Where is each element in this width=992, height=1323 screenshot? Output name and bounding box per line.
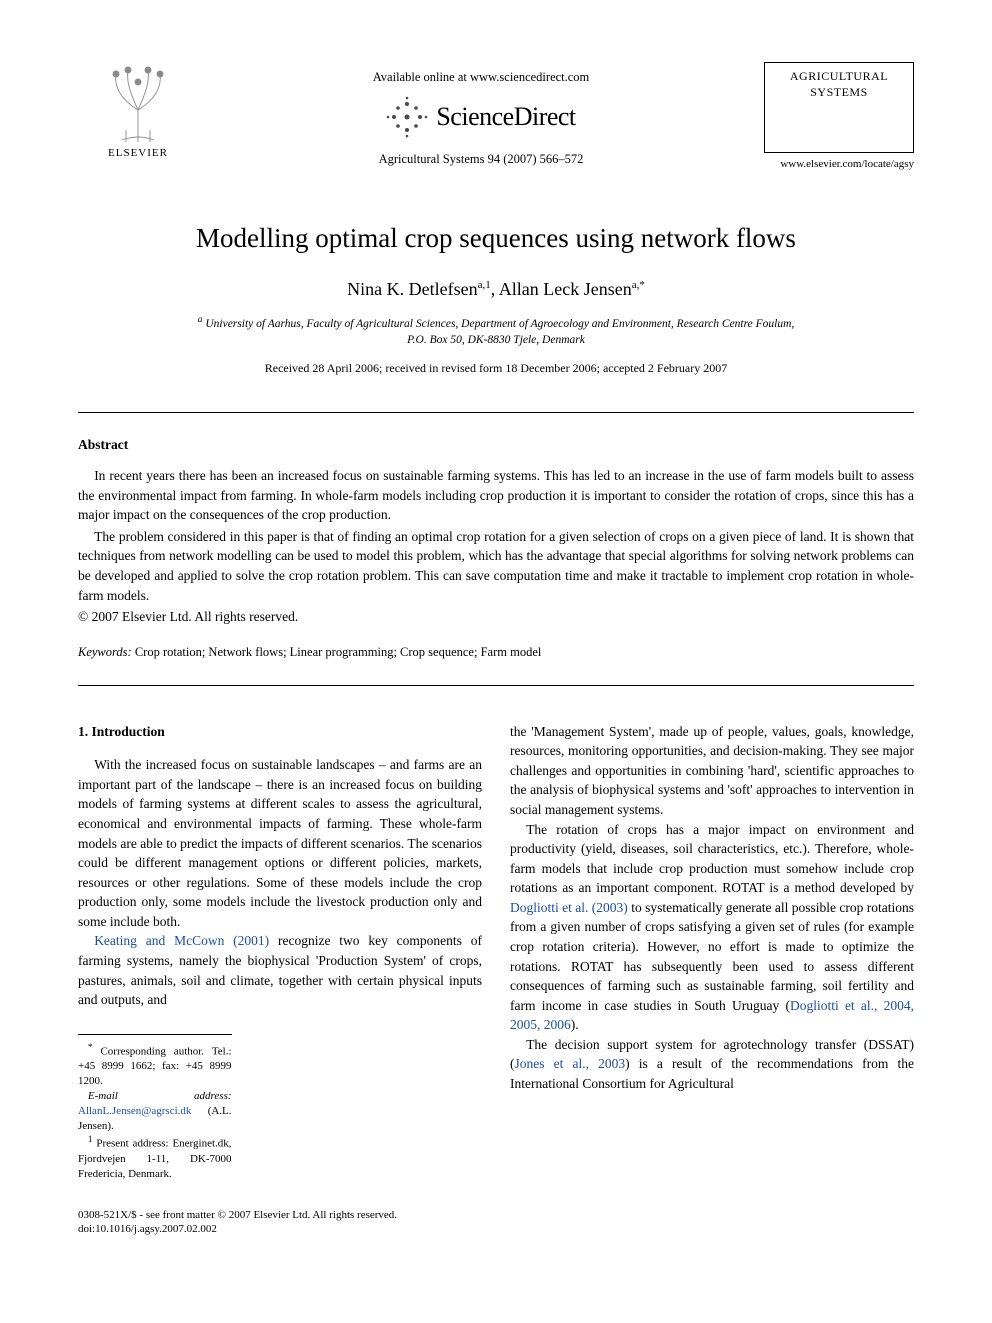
- footnote-present-address: 1 Present address: Energinet.dk, Fjordve…: [78, 1133, 232, 1181]
- journal-reference: Agricultural Systems 94 (2007) 566–572: [198, 150, 764, 168]
- column-left: 1. Introduction With the increased focus…: [78, 722, 482, 1182]
- affiliation: a University of Aarhus, Faculty of Agric…: [78, 314, 914, 348]
- abstract-p1: In recent years there has been an increa…: [78, 466, 914, 525]
- bottom-bar: 0308-521X/$ - see front matter © 2007 El…: [78, 1208, 914, 1238]
- abstract-heading: Abstract: [78, 435, 914, 455]
- footnote-email: E-mail address: AllanL.Jensen@agrsci.dk …: [78, 1089, 232, 1134]
- header-row: ELSEVIER Available online at www.science…: [78, 62, 914, 211]
- citation-dogliotti-2003[interactable]: Dogliotti et al. (2003): [510, 900, 628, 915]
- paper-page: ELSEVIER Available online at www.science…: [0, 0, 992, 1277]
- sciencedirect-logo: ScienceDirect: [198, 96, 764, 138]
- elsevier-logo-block: ELSEVIER: [78, 62, 198, 162]
- affiliation-line1: University of Aarhus, Faculty of Agricul…: [205, 318, 794, 330]
- affil-sup: a: [198, 314, 203, 325]
- journal-box: AGRICULTURAL SYSTEMS: [764, 62, 914, 153]
- author-2-sup: a,*: [632, 279, 645, 291]
- rule-bottom: [78, 685, 914, 686]
- dates-line: Received 28 April 2006; received in revi…: [78, 360, 914, 377]
- col1-para2: Keating and McCown (2001) recognize two …: [78, 931, 482, 1009]
- available-online-text: Available online at www.sciencedirect.co…: [198, 68, 764, 86]
- footnote-present-text: Present address: Energinet.dk, Fjordveje…: [78, 1138, 232, 1180]
- doi-line: doi:10.1016/j.agsy.2007.02.002: [78, 1222, 914, 1237]
- keywords-label: Keywords:: [78, 645, 132, 659]
- col2-para1: the 'Management System', made up of peop…: [510, 722, 914, 820]
- elsevier-tree-icon: [102, 62, 174, 144]
- col2-p2-a: The rotation of crops has a major impact…: [510, 822, 914, 896]
- col1-para1: With the increased focus on sustainable …: [78, 755, 482, 931]
- col2-para2: The rotation of crops has a major impact…: [510, 820, 914, 1035]
- section-1-heading: 1. Introduction: [78, 722, 482, 742]
- keywords-values: Crop rotation; Network flows; Linear pro…: [132, 645, 542, 659]
- author-1: Nina K. Detlefsen: [347, 279, 477, 299]
- two-column-body: 1. Introduction With the increased focus…: [78, 722, 914, 1182]
- footnote-corr-text: Corresponding author. Tel.: +45 8999 166…: [78, 1045, 232, 1087]
- citation-jones-2003[interactable]: Jones et al., 2003: [515, 1056, 626, 1071]
- journal-box-line2: SYSTEMS: [768, 85, 910, 101]
- footnote-corresponding: * Corresponding author. Tel.: +45 8999 1…: [78, 1041, 232, 1089]
- affiliation-line2: P.O. Box 50, DK-8830 Tjele, Denmark: [407, 334, 585, 346]
- copyright: © 2007 Elsevier Ltd. All rights reserved…: [78, 607, 914, 627]
- journal-box-line1: AGRICULTURAL: [768, 69, 910, 85]
- email-link[interactable]: AllanL.Jensen@agrsci.dk: [78, 1105, 191, 1117]
- citation-keating[interactable]: Keating and McCown (2001): [94, 933, 269, 948]
- column-right: the 'Management System', made up of peop…: [510, 722, 914, 1182]
- author-sep: , Allan Leck Jensen: [491, 279, 632, 299]
- col2-para3: The decision support system for agrotech…: [510, 1035, 914, 1094]
- front-matter-line: 0308-521X/$ - see front matter © 2007 El…: [78, 1208, 914, 1223]
- sciencedirect-burst-icon: [386, 96, 428, 138]
- keywords-line: Keywords: Crop rotation; Network flows; …: [78, 643, 914, 661]
- sciencedirect-text: ScienceDirect: [436, 98, 575, 136]
- header-center: Available online at www.sciencedirect.co…: [198, 62, 764, 168]
- authors-line: Nina K. Detlefsena,1, Allan Leck Jensena…: [78, 276, 914, 302]
- paper-title: Modelling optimal crop sequences using n…: [78, 219, 914, 258]
- abstract-p2: The problem considered in this paper is …: [78, 527, 914, 605]
- elsevier-label: ELSEVIER: [108, 146, 168, 162]
- author-1-sup: a,1: [478, 279, 491, 291]
- col2-p2-c: to systematically generate all possible …: [510, 900, 914, 1013]
- footnotes-block: * Corresponding author. Tel.: +45 8999 1…: [78, 1034, 232, 1182]
- locate-url[interactable]: www.elsevier.com/locate/agsy: [764, 157, 914, 173]
- col2-p2-e: ).: [571, 1017, 579, 1032]
- email-label: E-mail address:: [88, 1090, 232, 1102]
- header-right: AGRICULTURAL SYSTEMS www.elsevier.com/lo…: [764, 62, 914, 211]
- rule-top: [78, 412, 914, 413]
